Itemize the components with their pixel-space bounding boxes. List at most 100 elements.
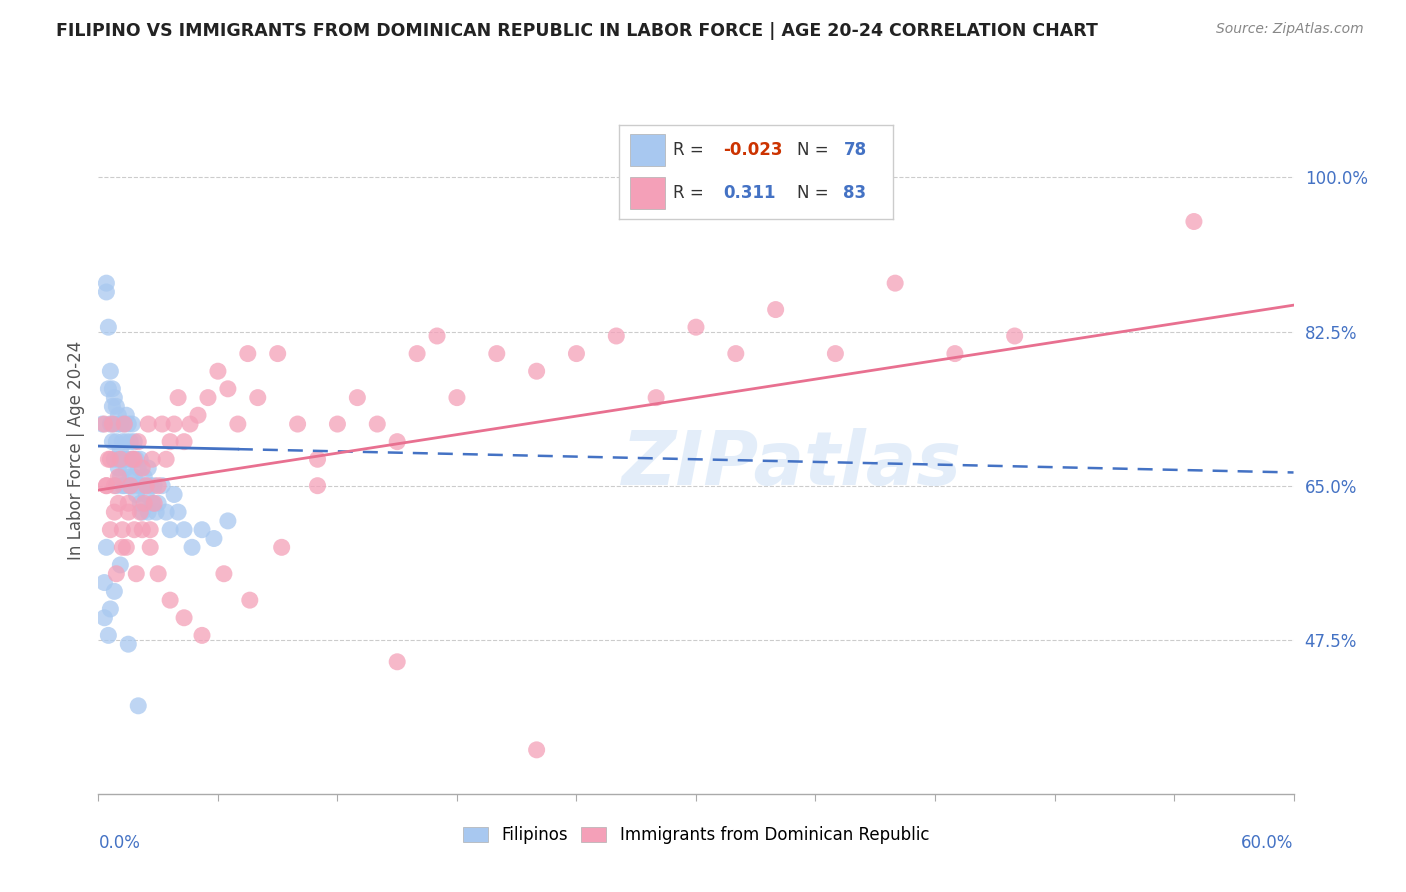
Point [112,478,135,492]
Point [120,434,142,449]
Point [110,470,132,484]
Point [112,452,135,467]
Point [121,478,143,492]
Point [107,452,129,467]
Point [163,417,186,431]
Point [111,541,134,555]
Point [107,409,129,423]
Point [385,434,409,449]
Text: R =: R = [673,141,710,159]
Point [446,391,468,405]
Point [96,276,118,290]
Point [605,329,627,343]
Point [124,470,146,484]
Point [150,478,173,492]
Point [124,452,146,467]
Point [943,346,966,360]
Point [105,400,128,414]
Point [366,417,388,431]
Point [111,523,134,537]
Point [346,391,368,405]
Point [103,584,125,599]
Point [202,532,225,546]
Point [121,417,143,431]
Point [236,346,259,360]
Point [121,452,143,467]
Point [131,505,153,519]
Point [103,505,125,519]
Point [121,452,143,467]
Point [127,478,149,492]
Point [117,496,139,510]
Point [111,434,134,449]
Point [1004,329,1026,343]
Point [110,443,132,458]
Point [150,417,173,431]
Point [173,434,195,449]
Text: R =: R = [673,185,710,202]
Point [765,302,787,317]
Point [125,452,148,467]
Point [406,346,429,360]
Point [307,478,329,492]
Point [307,452,329,467]
Point [98,602,122,616]
Point [101,434,124,449]
Text: -0.023: -0.023 [723,141,782,159]
Text: 78: 78 [844,141,866,159]
Point [141,496,163,510]
Point [136,417,159,431]
Point [385,655,409,669]
Point [129,452,152,467]
Point [112,417,135,431]
Point [526,743,548,757]
Point [124,523,146,537]
Point [117,505,139,519]
Point [127,698,149,713]
Point [645,391,668,405]
Point [110,452,132,467]
Point [148,496,170,510]
Text: N =: N = [797,185,834,202]
Point [105,478,128,492]
Point [125,487,148,501]
Point [112,417,135,431]
Point [217,514,239,528]
Point [103,478,125,492]
Point [135,478,157,492]
Point [98,417,122,431]
Point [98,523,122,537]
Point [139,541,162,555]
Point [145,505,167,519]
Y-axis label: In Labor Force | Age 20-24: In Labor Force | Age 20-24 [66,341,84,560]
Point [167,505,190,519]
Point [167,391,190,405]
Point [120,478,142,492]
Text: N =: N = [797,141,834,159]
Point [96,478,118,492]
Point [191,523,214,537]
Point [148,566,170,581]
Text: 83: 83 [844,185,866,202]
Point [136,461,159,475]
Point [217,382,239,396]
Text: 0.311: 0.311 [723,185,775,202]
Point [724,346,747,360]
Point [159,523,181,537]
Point [111,452,134,467]
Point [159,593,181,607]
Point [103,391,125,405]
Point [120,470,142,484]
Point [98,364,122,378]
Point [105,434,128,449]
Point [115,434,138,449]
Bar [630,134,665,166]
Point [426,329,449,343]
Point [115,409,138,423]
Point [98,452,122,467]
Point [884,276,907,290]
Text: 0.0%: 0.0% [98,834,141,852]
Point [107,461,129,475]
Point [93,575,115,590]
Point [148,478,170,492]
